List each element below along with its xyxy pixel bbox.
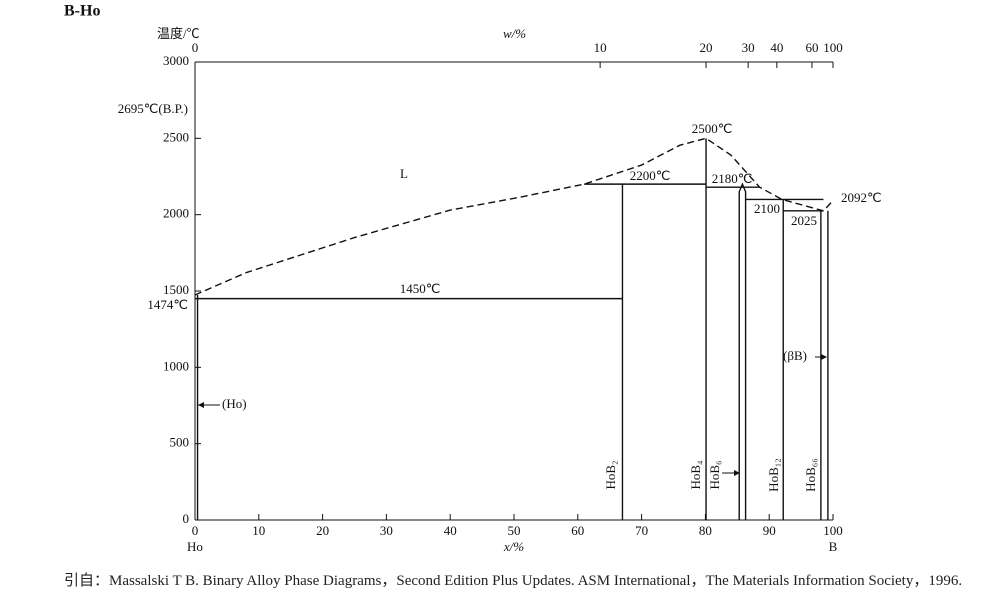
left-end-label: Ho [187,539,203,554]
x-tick-label: 50 [508,523,521,538]
annotation: 2100 [754,201,780,216]
y-tick-label: 1500 [163,282,189,297]
phase-label: HoB₆₆ [803,458,818,492]
y-tick-label: 0 [183,511,190,526]
y-tick-label: 1000 [163,358,189,373]
arrow-head [734,470,740,476]
annotation: 1450℃ [400,281,441,296]
phase-label: HoB₂ [603,460,618,489]
x-tick-label: 0 [192,523,199,538]
x-tick-label: 70 [635,523,648,538]
right-end-label: B [829,539,838,554]
annotation: 2025 [791,213,817,228]
y-tick-label: 2000 [163,206,189,221]
annotation: 2180℃ [712,171,753,186]
y-tick-label: 500 [170,435,190,450]
top-tick-label: 60 [805,40,818,55]
chart-title: B-Ho [64,3,100,20]
chart: B-Ho 温度/℃ w/% x/% Ho B 2695℃(B.P.) 1474℃… [64,3,882,554]
x-tick-label: 20 [316,523,329,538]
top-tick-label: 0 [192,40,199,55]
phase-boundary [194,137,834,296]
caption: 引自：Massalski T B. Binary Alloy Phase Dia… [64,573,963,589]
annotation: (βB) [783,348,807,363]
x-tick-label: 60 [571,523,584,538]
top-tick-label: 20 [700,40,713,55]
y-tick-label: 3000 [163,53,189,68]
annotation: 2695℃(B.P.) [118,101,188,116]
phase-label: HoB₄ [688,460,703,490]
annotation: 1474℃ [147,297,188,312]
top-tick-label: 100 [823,40,843,55]
top-tick-label: 30 [742,40,755,55]
phase-label: HoB₁₂ [766,458,781,492]
annotation: 2092℃ [841,190,882,205]
annotation: (Ho) [222,396,247,411]
x-tick-label: 100 [823,523,843,538]
x-tick-label: 40 [444,523,457,538]
annotation: L [400,166,408,181]
arrow-head [198,402,204,408]
phase-label: HoB₆ [707,460,722,489]
y-tick-label: 2500 [163,129,189,144]
x-tick-label: 10 [252,523,265,538]
phase-boundary [738,182,747,520]
top-tick-label: 10 [594,40,607,55]
x-tick-label: 90 [763,523,776,538]
x-tick-label: 30 [380,523,393,538]
arrow-head [821,354,827,360]
top-tick-label: 40 [770,40,783,55]
top-axis-label: w/% [503,26,526,41]
y-axis-label: 温度/℃ [157,26,200,41]
x-axis-label: x/% [503,539,524,554]
x-tick-label: 80 [699,523,712,538]
annotation: 2500℃ [692,121,733,136]
annotation: 2200℃ [630,168,671,183]
